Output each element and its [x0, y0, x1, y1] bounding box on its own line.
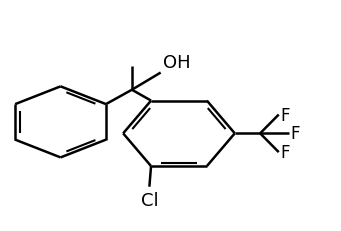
Text: Cl: Cl — [140, 191, 158, 209]
Text: F: F — [291, 125, 300, 143]
Text: F: F — [280, 106, 290, 124]
Text: F: F — [280, 143, 290, 161]
Text: OH: OH — [163, 54, 191, 71]
